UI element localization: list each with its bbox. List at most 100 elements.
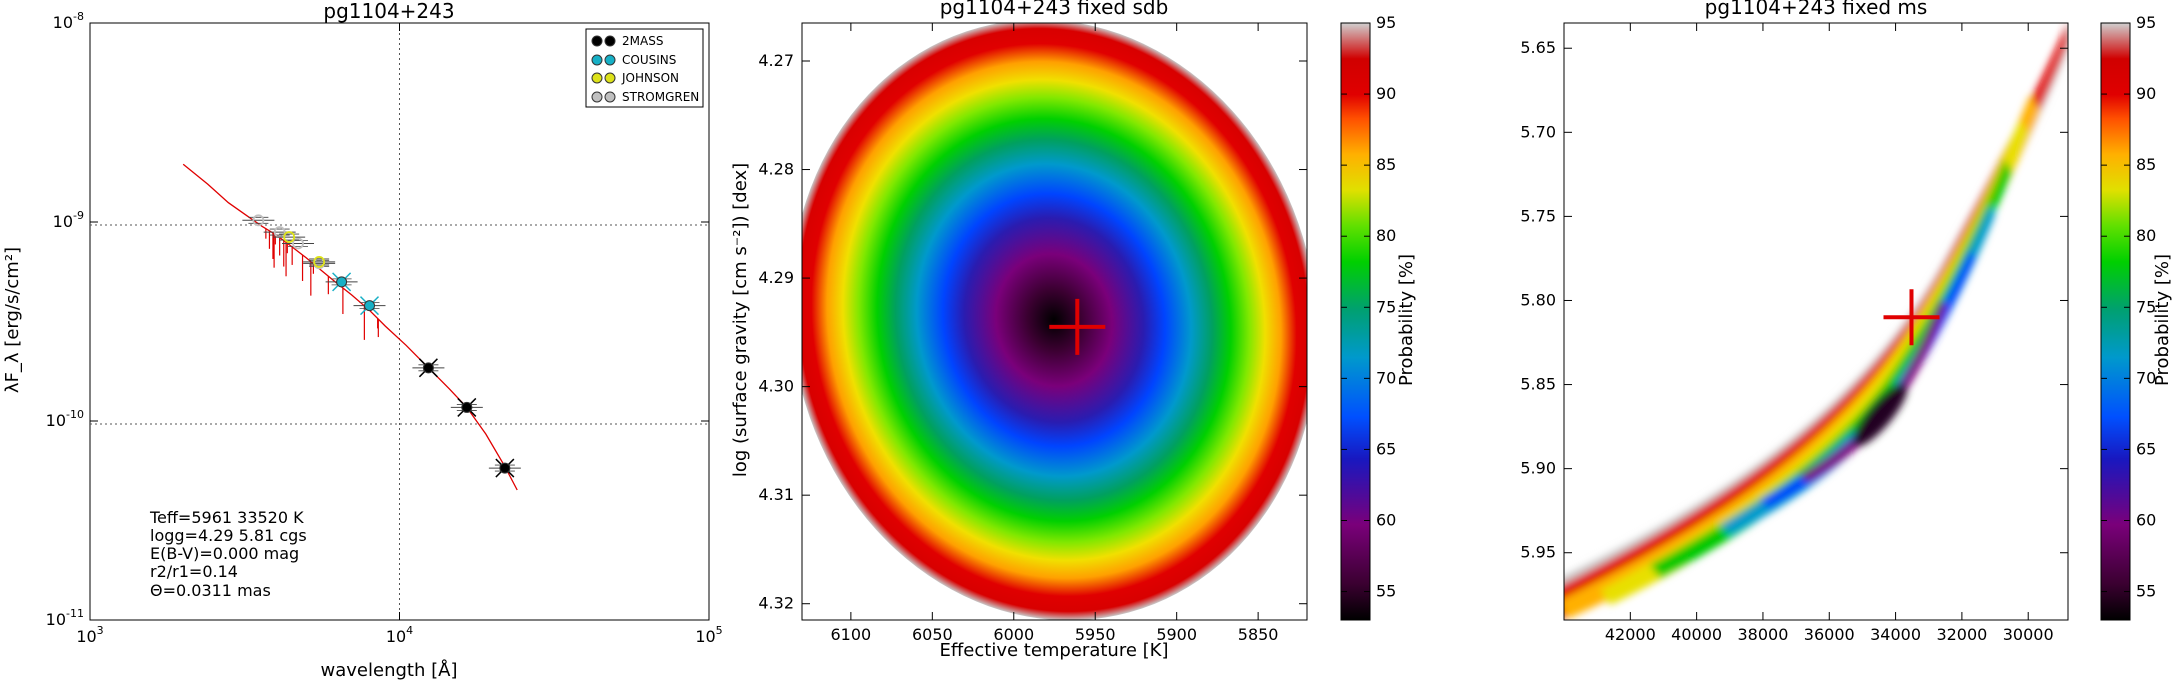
y-tick-label: 5.85 [1520, 375, 1556, 394]
sed-fit-annotations: Teff=5961 33520 K logg=4.29 5.81 cgs E(B… [149, 508, 307, 600]
legend-label-johnson: JOHNSON [621, 71, 679, 85]
photometry-point-2mass [488, 458, 521, 478]
ms-panel: pg1104+243 fixed ms 42 [1520, 0, 2173, 644]
legend-entry-johnson: JOHNSON [591, 71, 679, 85]
colorbar-tick-label: 85 [1376, 155, 1396, 174]
y-tick-label: 5.95 [1520, 543, 1556, 562]
x-tick-label: 5950 [1075, 625, 1116, 644]
photometry-point-stromgren [242, 214, 275, 227]
photometry-marker [461, 401, 473, 413]
colorbar-tick-label: 65 [2136, 439, 2156, 458]
sed-x-tick-label: 105 [695, 624, 722, 646]
sdb-colorbar-ticks: 95 90 85 80 75 70 65 60 55 [1341, 13, 1396, 601]
y-tick-label: 5.90 [1520, 459, 1556, 478]
sed-x-tick-label: 104 [386, 624, 413, 646]
sdb-y-ticks: 4.27 4.28 4.29 4.30 4.31 4.32 [758, 51, 1307, 613]
sed-panel: pg1104+243 103 104 105 10-1110-1010-910-8 … [2, 0, 723, 680]
colorbar-tick-label: 55 [1376, 582, 1396, 601]
colorbar-tick-label: 70 [1376, 368, 1396, 387]
y-tick-label: 5.65 [1520, 38, 1556, 57]
photometry-marker [292, 237, 304, 250]
colorbar-tick-label: 95 [2136, 13, 2156, 32]
y-tick-label: 4.27 [758, 51, 794, 70]
x-tick-label: 40000 [1671, 625, 1722, 644]
photometry-marker [499, 462, 511, 474]
y-tick-label: 4.28 [758, 160, 794, 179]
photometry-point-2mass [450, 397, 483, 417]
photometry-marker [364, 300, 376, 312]
y-tick-label: 4.31 [758, 485, 794, 504]
photometry-marker [252, 214, 265, 227]
sdb-xlabel: Effective temperature [K] [940, 640, 1169, 661]
sdb-best-fit-cross [1049, 298, 1106, 355]
photometry-marker [313, 256, 326, 268]
legend-label-stromgren: STROMGREN [622, 90, 699, 104]
photometry-point-johnson [303, 256, 336, 268]
sed-legend: 2MASS COUSINS JOHNSON STROMGREN [585, 28, 704, 108]
photometry-point-cousins [353, 296, 386, 316]
sed-x-ticks: 103 104 105 [76, 23, 723, 646]
photometry-point-cousins [325, 272, 358, 292]
sdb-colorbar: 95 90 85 80 75 70 65 60 55 Probability [%] [1340, 13, 1417, 621]
colorbar-tick-label: 75 [2136, 297, 2156, 316]
annotation-teff: Teff=5961 33520 K [149, 508, 304, 527]
sed-y-tick-label: 10-9 [53, 209, 84, 231]
colorbar-tick-label: 95 [1376, 13, 1396, 32]
x-tick-label: 34000 [1870, 625, 1921, 644]
legend-entry-cousins: COUSINS [591, 53, 676, 67]
sdb-x-ticks: 6100 6050 6000 5950 5900 5850 [831, 23, 1279, 644]
photometry-marker [422, 362, 434, 374]
ms-x-ticks: 42000 40000 38000 36000 34000 32000 30000 [1605, 23, 2054, 644]
x-tick-label: 6000 [993, 625, 1034, 644]
ms-best-fit-cross [1883, 289, 1940, 346]
ms-probability-map [1564, 23, 2068, 620]
x-tick-label: 6050 [912, 625, 953, 644]
photometry-point-johnson [273, 231, 306, 243]
sed-ylabel: λF_λ [erg/s/cm²] [2, 247, 23, 393]
sed-y-tick-label: 10-8 [53, 10, 84, 32]
colorbar-tick-label: 85 [2136, 155, 2156, 174]
x-tick-label: 36000 [1804, 625, 1855, 644]
sed-x-tick-label: 103 [76, 624, 103, 646]
x-tick-label: 32000 [1936, 625, 1987, 644]
ms-y-ticks: 5.65 5.70 5.75 5.80 5.85 5.90 5.95 [1520, 38, 2068, 562]
legend-label-2mass: 2MASS [622, 34, 663, 48]
x-tick-label: 38000 [1737, 625, 1788, 644]
colorbar-tick-label: 70 [2136, 368, 2156, 387]
colorbar-tick-label: 90 [1376, 84, 1396, 103]
colorbar-tick-label: 65 [1376, 439, 1396, 458]
annotation-radius-ratio: r2/r1=0.14 [150, 562, 238, 581]
annotation-logg: logg=4.29 5.81 cgs [150, 526, 307, 545]
sed-grid [90, 23, 709, 620]
sdb-panel: pg1104+243 fixed sdb 6100 6050 6000 5950 590… [730, 0, 1417, 661]
photometry-point-2mass [412, 358, 445, 378]
colorbar-tick-label: 80 [2136, 226, 2156, 245]
sed-xlabel: wavelength [Å] [321, 659, 458, 680]
y-tick-label: 4.30 [758, 377, 794, 396]
photometry-marker [283, 231, 296, 243]
colorbar-tick-label: 60 [1376, 511, 1396, 530]
photometry-marker [336, 276, 348, 288]
y-tick-label: 4.29 [758, 268, 794, 287]
x-tick-label: 5850 [1238, 625, 1279, 644]
ms-colorbar-label: Probability [%] [2152, 254, 2173, 386]
ms-title: pg1104+243 fixed ms [1705, 0, 1928, 19]
photometry-point-stromgren [282, 237, 315, 250]
x-tick-label: 5900 [1156, 625, 1197, 644]
colorbar-tick-label: 60 [2136, 511, 2156, 530]
annotation-theta: Θ=0.0311 mas [150, 581, 271, 600]
y-tick-label: 5.70 [1520, 122, 1556, 141]
legend-entry-2mass: 2MASS [591, 34, 663, 48]
sed-plot-area [89, 22, 710, 621]
colorbar-tick-label: 80 [1376, 226, 1396, 245]
sed-title: pg1104+243 [323, 0, 454, 23]
x-tick-label: 42000 [1605, 625, 1656, 644]
sdb-plot-frame [801, 22, 1308, 621]
colorbar-tick-label: 90 [2136, 84, 2156, 103]
ms-colorbar-ticks: 95 90 85 80 75 70 65 60 55 [2101, 13, 2156, 601]
annotation-ebv: E(B-V)=0.000 mag [150, 544, 299, 563]
legend-label-cousins: COUSINS [622, 53, 676, 67]
sdb-title: pg1104+243 fixed sdb [940, 0, 1169, 19]
sdb-probability-map [802, 23, 1307, 620]
